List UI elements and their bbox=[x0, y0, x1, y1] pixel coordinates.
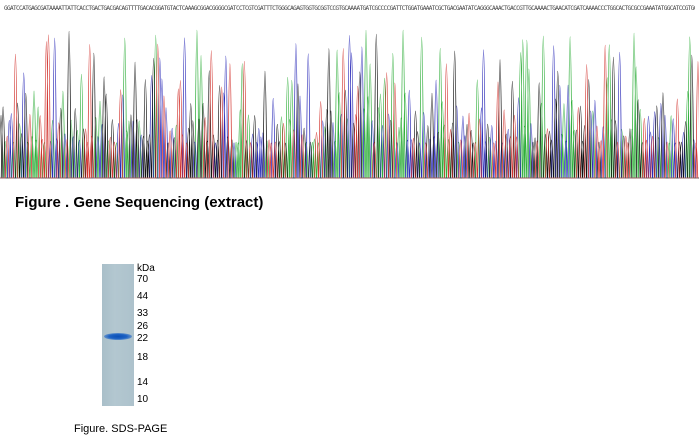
sequencing-figure-caption: Figure . Gene Sequencing (extract) bbox=[15, 194, 264, 211]
protein-band bbox=[104, 333, 132, 340]
marker-unit-label: kDa bbox=[137, 263, 155, 274]
sequencing-chromatogram bbox=[0, 29, 699, 179]
marker-label-14: 14 bbox=[137, 377, 149, 388]
marker-label-18: 18 bbox=[137, 352, 149, 363]
marker-label-44: 44 bbox=[137, 291, 149, 302]
marker-label-70: 70 bbox=[137, 274, 149, 285]
sequence-text: GGATCCATGAGCGATAAAATTATTCACCTGACTGACGACA… bbox=[4, 5, 695, 12]
marker-label-26: 26 bbox=[137, 321, 149, 332]
marker-label-10: 10 bbox=[137, 394, 149, 405]
sds-page-figure-caption: Figure. SDS-PAGE bbox=[74, 423, 168, 435]
marker-label-33: 33 bbox=[137, 308, 149, 319]
trace-G bbox=[0, 30, 699, 179]
marker-label-22: 22 bbox=[137, 333, 149, 344]
trace-T bbox=[0, 34, 699, 179]
